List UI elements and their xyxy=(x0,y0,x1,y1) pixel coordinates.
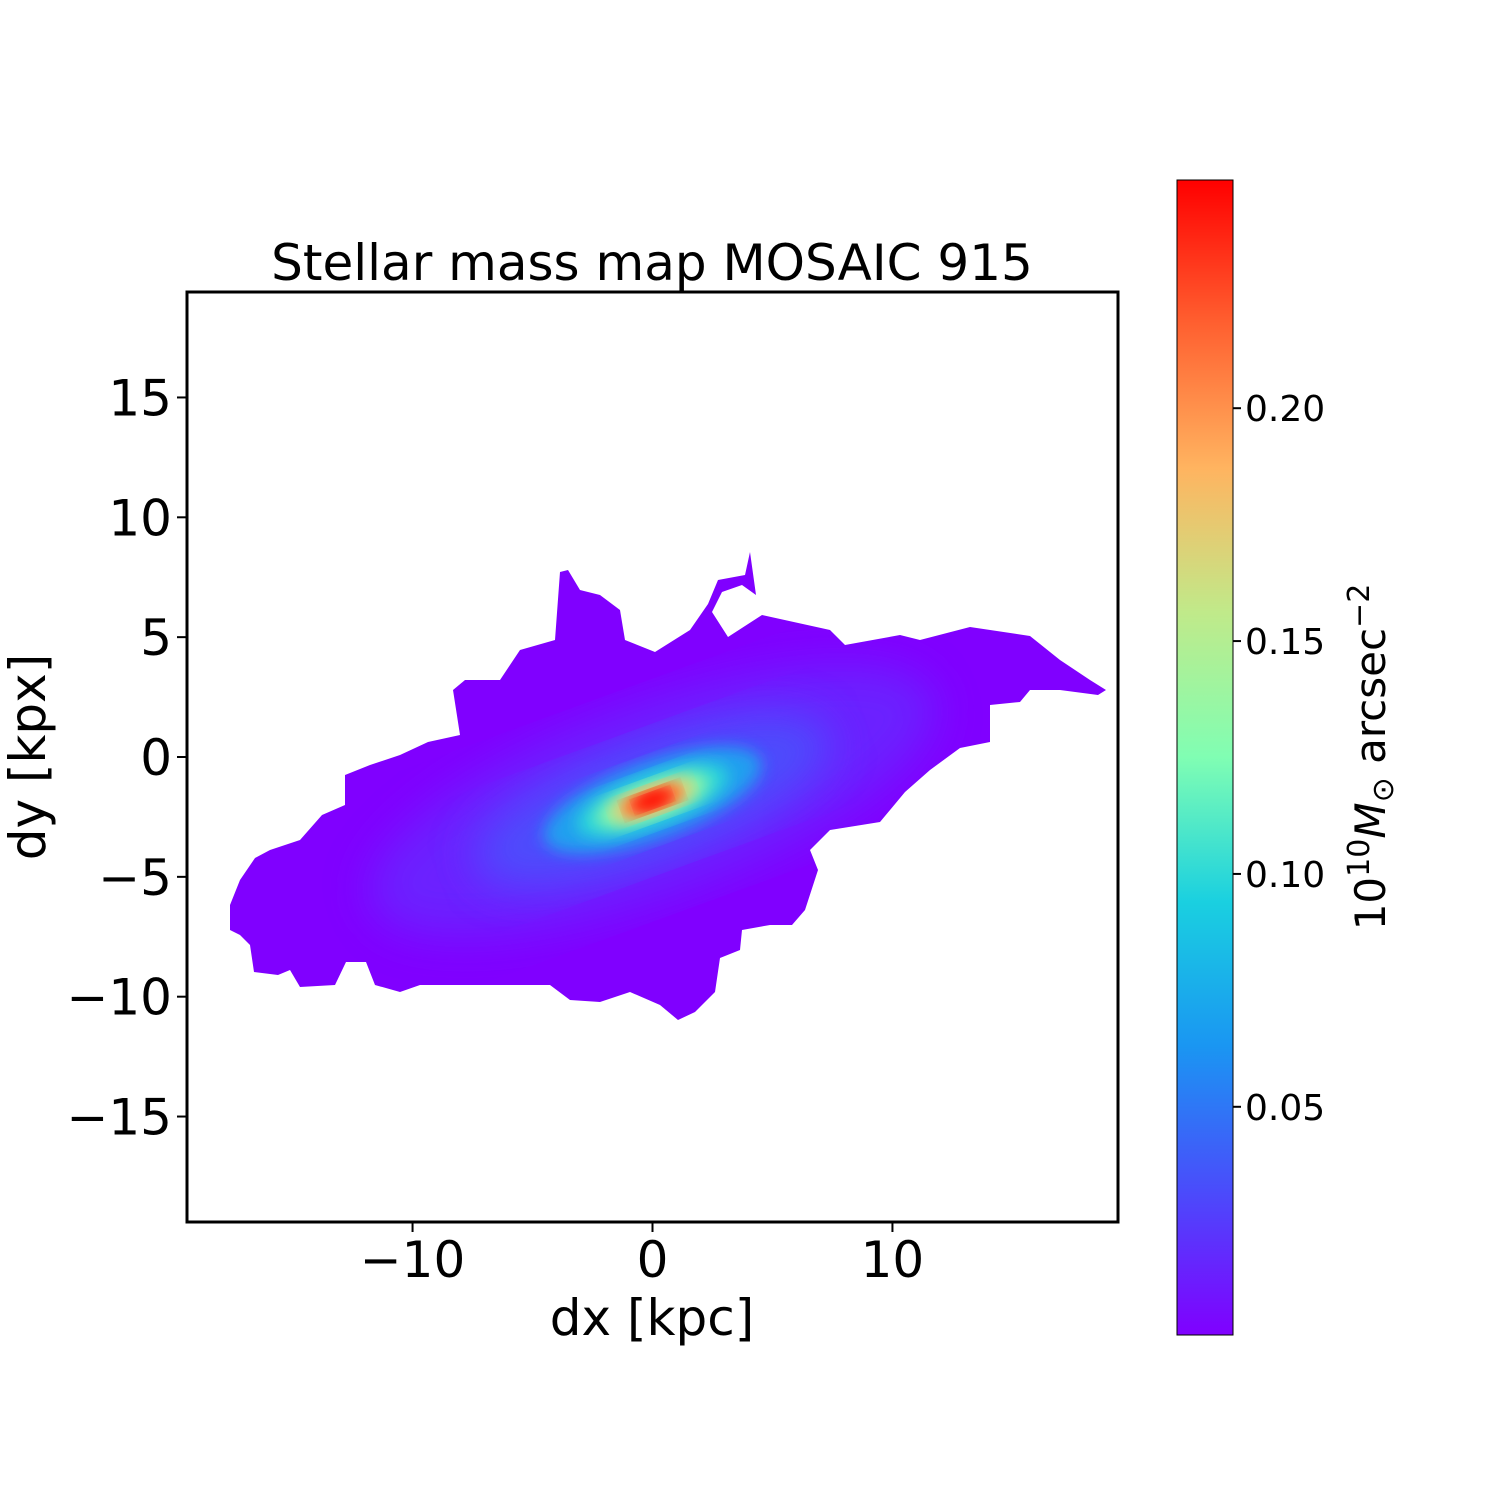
y-axis-label: dy [kpx] xyxy=(0,654,57,861)
y-tick-label: 5 xyxy=(140,609,172,667)
x-tick-label: −10 xyxy=(360,1231,466,1289)
y-tick-label: −15 xyxy=(66,1089,172,1147)
colorbar-tick-label: 0.05 xyxy=(1245,1088,1325,1129)
density-contour xyxy=(635,791,670,810)
colorbar xyxy=(1176,179,1234,1336)
x-tick-label: 10 xyxy=(861,1231,925,1289)
chart-title: Stellar mass map MOSAIC 915 xyxy=(271,234,1033,292)
colorbar-label: 1010M⊙ arcsec−2 xyxy=(1342,584,1401,931)
x-tick-label: 0 xyxy=(637,1231,669,1289)
y-tick-label: −10 xyxy=(66,969,172,1027)
y-tick-label: −5 xyxy=(98,849,172,907)
colorbar-tick-label: 0.10 xyxy=(1245,855,1325,896)
stellar-mass-map xyxy=(230,552,1106,1020)
x-axis-label: dx [kpc] xyxy=(550,1289,754,1347)
y-tick-label: 10 xyxy=(108,489,172,547)
colorbar-tick-label: 0.20 xyxy=(1245,389,1325,430)
y-tick-label: 15 xyxy=(108,369,172,427)
colorbar-tick-label: 0.15 xyxy=(1245,622,1325,663)
y-tick-label: 0 xyxy=(140,729,172,787)
